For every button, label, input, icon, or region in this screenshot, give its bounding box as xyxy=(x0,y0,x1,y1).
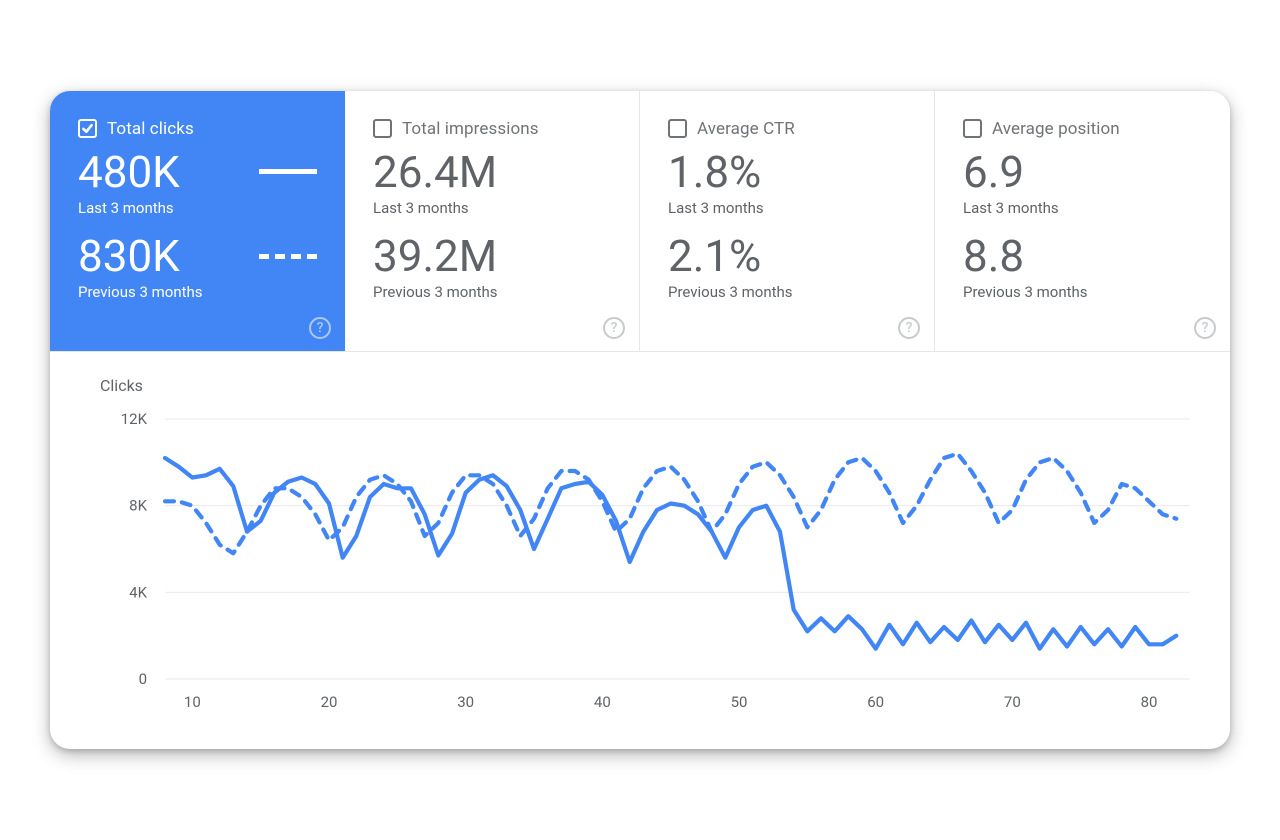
metric-current-value: 26.4M xyxy=(373,149,611,195)
tab-total-clicks[interactable]: Total clicks 480K Last 3 months 830K Pre… xyxy=(50,91,345,352)
metric-prev-period: Previous 3 months xyxy=(963,283,1202,301)
metric-current-period: Last 3 months xyxy=(78,199,317,217)
svg-text:0: 0 xyxy=(139,670,147,688)
metric-prev-period: Previous 3 months xyxy=(373,283,611,301)
tab-label: Average position xyxy=(992,119,1120,139)
tab-label: Average CTR xyxy=(697,119,795,139)
svg-text:80: 80 xyxy=(1141,693,1158,711)
svg-text:10: 10 xyxy=(184,693,201,711)
svg-text:8K: 8K xyxy=(129,497,147,515)
metric-prev-value: 830K xyxy=(78,233,180,279)
svg-text:40: 40 xyxy=(594,693,611,711)
legend-line-solid-icon xyxy=(259,169,317,174)
metric-current-value: 480K xyxy=(78,149,180,195)
checkbox-checked-icon xyxy=(78,119,97,138)
svg-text:12K: 12K xyxy=(121,410,148,428)
help-icon[interactable]: ? xyxy=(309,317,331,339)
metric-prev-value: 2.1% xyxy=(668,233,906,279)
help-icon[interactable]: ? xyxy=(898,317,920,339)
svg-text:30: 30 xyxy=(457,693,474,711)
metric-current-value: 1.8% xyxy=(668,149,906,195)
metric-prev-value: 39.2M xyxy=(373,233,611,279)
help-icon[interactable]: ? xyxy=(1194,317,1216,339)
metric-prev-period: Previous 3 months xyxy=(78,283,317,301)
chart-title: Clicks xyxy=(100,376,1200,395)
checkbox-unchecked-icon xyxy=(668,119,687,138)
checkbox-unchecked-icon xyxy=(963,119,982,138)
tab-label: Total impressions xyxy=(402,119,539,139)
metric-current-period: Last 3 months xyxy=(668,199,906,217)
svg-text:70: 70 xyxy=(1004,693,1021,711)
chart-area: Clicks 0 4K 8K 12K 10 20 30 40 50 60 70 80 xyxy=(50,352,1230,749)
clicks-line-chart: 0 4K 8K 12K 10 20 30 40 50 60 70 80 xyxy=(80,409,1200,719)
analytics-card: Total clicks 480K Last 3 months 830K Pre… xyxy=(50,91,1230,749)
help-icon[interactable]: ? xyxy=(603,317,625,339)
svg-text:20: 20 xyxy=(321,693,338,711)
metric-tabs: Total clicks 480K Last 3 months 830K Pre… xyxy=(50,91,1230,352)
metric-current-period: Last 3 months xyxy=(373,199,611,217)
tab-average-position[interactable]: Average position 6.9 Last 3 months 8.8 P… xyxy=(935,91,1230,352)
svg-text:4K: 4K xyxy=(129,584,147,602)
metric-current-period: Last 3 months xyxy=(963,199,1202,217)
tab-average-ctr[interactable]: Average CTR 1.8% Last 3 months 2.1% Prev… xyxy=(640,91,935,352)
tab-label: Total clicks xyxy=(107,119,194,139)
checkbox-unchecked-icon xyxy=(373,119,392,138)
legend-line-dashed-icon xyxy=(259,254,317,259)
metric-prev-value: 8.8 xyxy=(963,233,1202,279)
metric-prev-period: Previous 3 months xyxy=(668,283,906,301)
svg-text:60: 60 xyxy=(867,693,884,711)
metric-current-value: 6.9 xyxy=(963,149,1202,195)
tab-total-impressions[interactable]: Total impressions 26.4M Last 3 months 39… xyxy=(345,91,640,352)
svg-text:50: 50 xyxy=(731,693,748,711)
